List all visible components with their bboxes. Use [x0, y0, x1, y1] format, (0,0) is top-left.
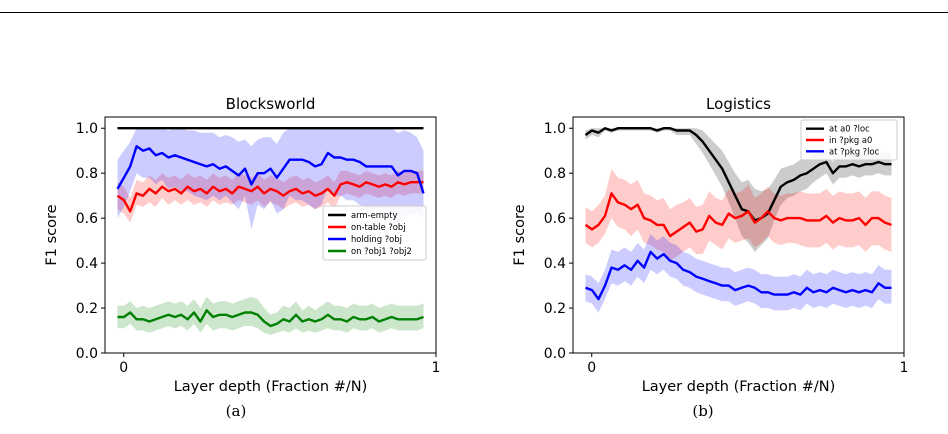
y-tick-label: 0.4 [544, 256, 566, 272]
caption-b: (b) [692, 402, 714, 420]
y-tick-label: 0.2 [544, 301, 566, 317]
x-axis-label: Layer depth (Fraction #/N) [642, 379, 836, 395]
chart-blocksworld: 0.0 0.2 0.4 0.6 0.8 1.0 0 1 Blocksworld Layer dep… [44, 95, 440, 395]
legend: arm-empty on-table ?obj holding ?obj on ?ob… [322, 205, 427, 261]
legend-label: at a0 ?loc [829, 124, 870, 134]
x-axis-label: Layer depth (Fraction #/N) [174, 379, 368, 395]
chart-title: Blocksworld [226, 95, 316, 113]
x-tick-label: 0 [587, 360, 596, 376]
y-axis-label: F1 score [44, 204, 60, 265]
confidence-band-1 [117, 170, 424, 223]
y-tick-label: 0.8 [76, 166, 98, 182]
series-line-3 [117, 309, 424, 328]
y-tick-label: 0.6 [76, 211, 98, 227]
axes-frame [104, 116, 437, 354]
x-tick-label: 1 [900, 360, 909, 376]
legend-label: on-table ?obj [351, 222, 406, 232]
series-line-2 [585, 250, 892, 301]
legend-label: on ?obj1 ?obj2 [351, 246, 412, 256]
axes-frame [572, 116, 905, 354]
x-tick-label: 1 [432, 360, 441, 376]
legend-label: holding ?obj [351, 234, 402, 244]
y-tick-label: 0.6 [544, 211, 566, 227]
series-line-1 [116, 180, 424, 213]
y-tick-label: 1.0 [544, 121, 566, 137]
legend-box [322, 205, 427, 261]
caption-a: (a) [225, 402, 247, 420]
legend-label: arm-empty [351, 210, 398, 220]
y-axis-label: F1 score [512, 204, 528, 265]
confidence-band-1 [585, 168, 892, 261]
chart-title: Logistics [706, 95, 771, 113]
series-line-2 [116, 144, 425, 194]
legend-box [800, 119, 898, 161]
y-tick-label: 0.4 [76, 256, 98, 272]
series-line-1 [584, 192, 892, 238]
confidence-band-3 [117, 296, 424, 335]
x-tick-label: 0 [119, 360, 128, 376]
page-top-rule [0, 12, 948, 13]
y-tick-label: 0.0 [76, 346, 98, 362]
y-tick-label: 0.8 [544, 166, 566, 182]
y-tick-label: 0.0 [544, 346, 566, 362]
chart-logistics: 0.0 0.2 0.4 0.6 0.8 1.0 0 1 Logistics Layer depth… [512, 95, 908, 395]
y-tick-label: 1.0 [76, 121, 98, 137]
legend-label: in ?pkg a0 [829, 135, 872, 145]
y-tick-label: 0.2 [76, 301, 98, 317]
legend-label: at ?pkg ?loc [829, 146, 880, 156]
series-line-0 [584, 126, 892, 222]
confidence-band-2 [117, 128, 424, 230]
